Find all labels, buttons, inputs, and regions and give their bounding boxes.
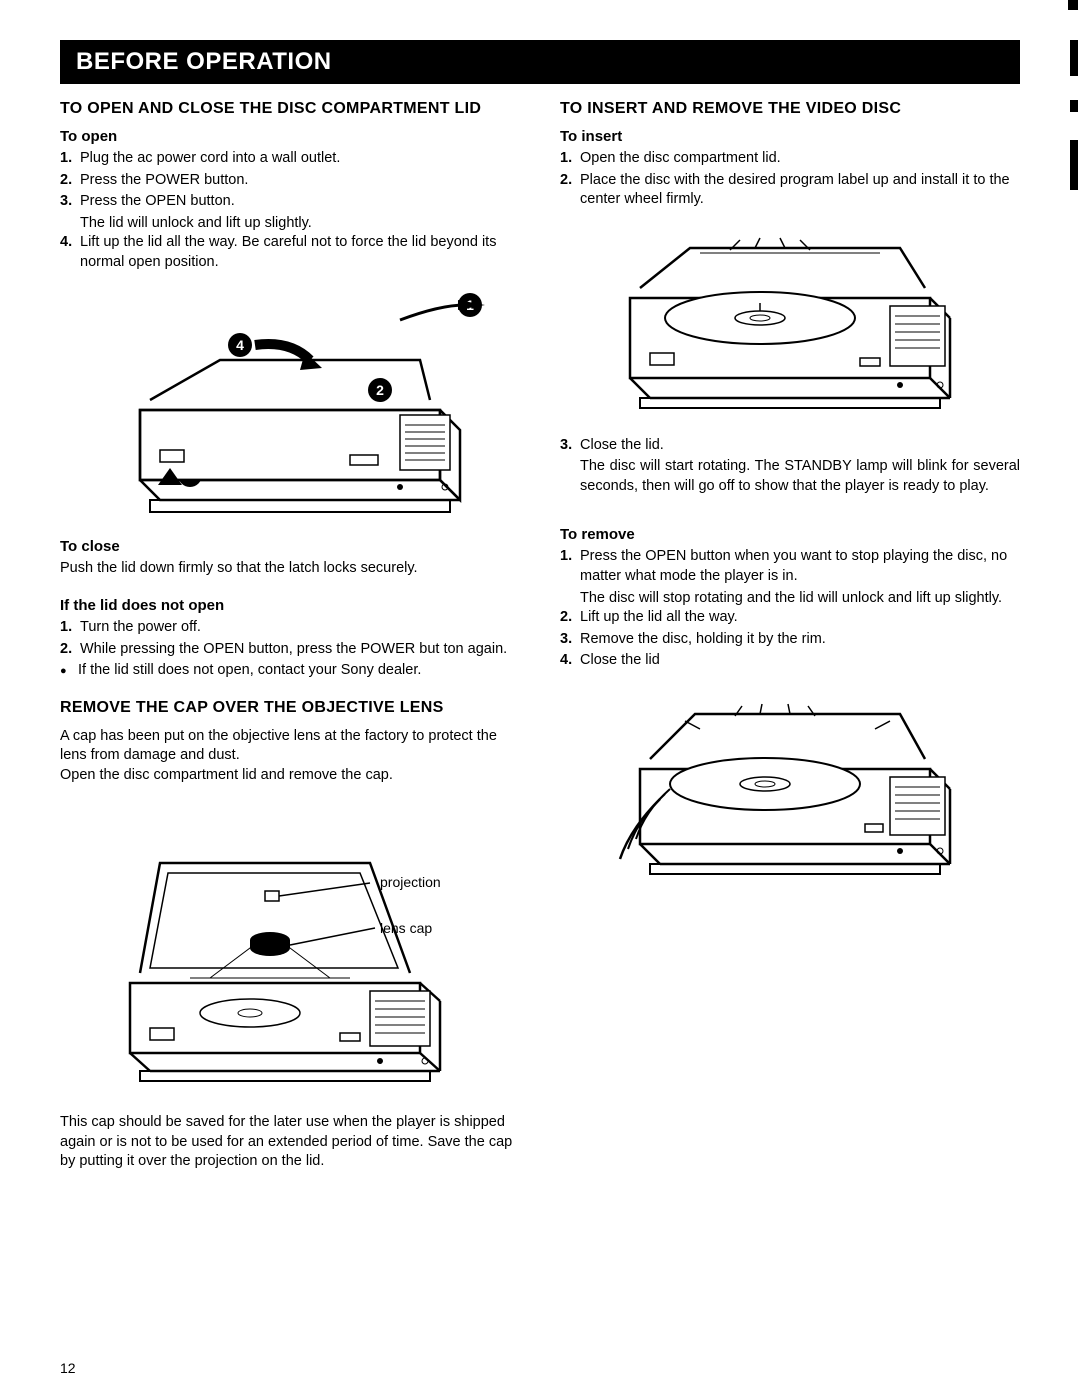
step-text: Turn the power off. [80,619,201,635]
noopen-steps: 1.Turn the power off. 2.While pressing t… [60,618,520,659]
figure-lens-cap: projection lens cap [60,803,520,1093]
bullet-note: If the lid still does not open, contact … [60,661,520,681]
figure-open-lid: 1 2 3 4 [60,290,520,520]
list-item: 4.Close the lid [560,651,1020,671]
list-item: 1.Open the disc compartment lid. [560,149,1020,169]
step-note: The disc will stop rotating and the lid … [560,589,1020,609]
subheading-if-no-open: If the lid does not open [60,597,520,614]
step-text: Plug the ac power cord into a wall outle… [80,150,340,166]
step-text: While pressing the OPEN button, press th… [80,641,507,657]
label-lens-cap: lens cap [380,920,432,936]
list-item: 3.Press the OPEN button. [60,192,520,212]
scan-edge-marks [1060,0,1080,300]
step-text: Lift up the lid all the way. Be careful … [80,234,496,270]
step-text: Close the lid. [580,437,664,453]
step-note: The disc will start rotating. The STANDB… [560,457,1020,496]
section-banner: BEFORE OPERATION [60,40,1020,84]
banner-title: BEFORE OPERATION [76,48,332,76]
step-text: Remove the disc, holding it by the rim. [580,631,826,647]
step-text: Open the disc compartment lid. [580,150,781,166]
step-text: Press the OPEN button when you want to s… [580,548,1007,584]
subheading-to-close: To close [60,538,520,555]
remove-steps: 1.Press the OPEN button when you want to… [560,547,1020,586]
heading-open-close: TO OPEN AND CLOSE THE DISC COMPARTMENT L… [60,100,520,118]
list-item: 2.Place the disc with the desired progra… [560,171,1020,210]
list-item: 1.Turn the power off. [60,618,520,638]
figure-insert-disc [560,228,1020,418]
list-item: 3.Close the lid. [560,436,1020,456]
heading-insert-remove: TO INSERT AND REMOVE THE VIDEO DISC [560,100,1020,118]
close-text: Push the lid down firmly so that the lat… [60,559,520,579]
list-item: 2.While pressing the OPEN button, press … [60,640,520,660]
svg-text:2: 2 [376,382,384,398]
step-text: Press the POWER button. [80,172,248,188]
open-steps-cont: 4.Lift up the lid all the way. Be carefu… [60,233,520,272]
list-item: 2.Lift up the lid all the way. [560,608,1020,628]
step-text: Press the OPEN button. [80,193,235,209]
step-text: Close the lid [580,652,660,668]
list-item: 2.Press the POWER button. [60,171,520,191]
cap-p2: Open the disc compartment lid and remove… [60,766,520,786]
list-item: 1.Plug the ac power cord into a wall out… [60,149,520,169]
subheading-to-remove: To remove [560,526,1020,543]
cap-p3: This cap should be saved for the later u… [60,1113,520,1172]
list-item: 4.Lift up the lid all the way. Be carefu… [60,233,520,272]
figure-remove-disc [560,689,1020,889]
label-projection: projection [380,874,441,890]
step-text: Lift up the lid all the way. [580,609,738,625]
subheading-to-insert: To insert [560,128,1020,145]
right-column: TO INSERT AND REMOVE THE VIDEO DISC To i… [560,100,1020,1172]
subheading-to-open: To open [60,128,520,145]
insert-steps-cont: 3.Close the lid. [560,436,1020,456]
cap-p1: A cap has been put on the objective lens… [60,727,520,766]
left-column: TO OPEN AND CLOSE THE DISC COMPARTMENT L… [60,100,520,1172]
list-item: 1.Press the OPEN button when you want to… [560,547,1020,586]
heading-remove-cap: REMOVE THE CAP OVER THE OBJECTIVE LENS [60,699,520,717]
insert-steps: 1.Open the disc compartment lid. 2.Place… [560,149,1020,210]
svg-text:4: 4 [236,337,244,353]
remove-steps-cont: 2.Lift up the lid all the way. 3.Remove … [560,608,1020,671]
step-note: The lid will unlock and lift up slightly… [60,214,520,234]
step-text: Place the disc with the desired program … [580,172,1010,208]
open-steps: 1.Plug the ac power cord into a wall out… [60,149,520,212]
list-item: 3.Remove the disc, holding it by the rim… [560,630,1020,650]
page-number: 12 [60,1360,76,1376]
